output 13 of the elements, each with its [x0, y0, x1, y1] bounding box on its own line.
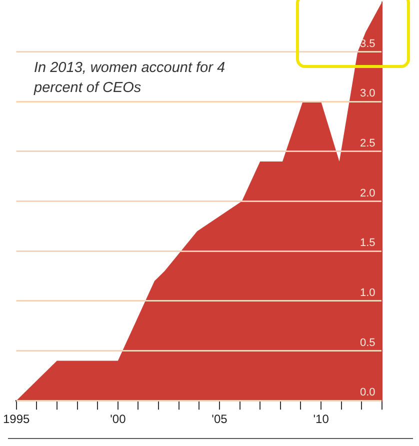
y-tick-label: 2.5 [360, 138, 376, 150]
y-tick-label: 3.5 [360, 38, 376, 50]
y-tick-label: 1.0 [360, 286, 376, 299]
y-tick-label: 1.5 [360, 237, 376, 250]
annotation: In 2013, women account for 4 percent of CEOs [34, 59, 226, 98]
y-tick-label: 3.0 [360, 88, 376, 100]
x-tick-label: '00 [110, 412, 126, 426]
x-tick-label: '05 [212, 412, 228, 426]
x-tick-label: 1995 [2, 412, 30, 426]
y-tick-label: 0.0 [360, 386, 376, 399]
x-tick-label: '10 [313, 412, 330, 426]
y-tick-label: 0.5 [360, 336, 376, 349]
y-tick-label: 2.0 [360, 187, 376, 200]
